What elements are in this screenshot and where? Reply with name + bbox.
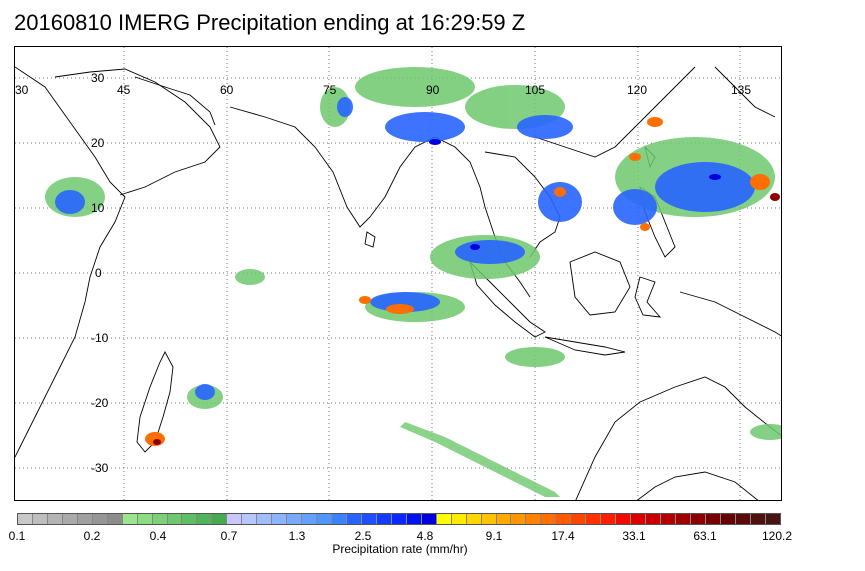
colorbar-swatch <box>332 514 347 524</box>
lon-label-90: 90 <box>426 83 440 97</box>
colorbar-tick-label: 120.2 <box>761 529 793 543</box>
precipitation-field <box>45 67 781 497</box>
colorbar-swatch <box>705 514 721 524</box>
precipitation-map: 30 45 60 75 90 105 120 135 30 20 10 0 -1… <box>14 46 782 501</box>
lon-label-60: 60 <box>220 83 234 97</box>
colorbar-swatch <box>675 514 691 524</box>
colorbar-swatch <box>182 514 198 524</box>
colorbar-swatch <box>287 514 303 524</box>
colorbar-ticks: 0.1 0.2 0.4 0.7 1.3 2.5 4.8 9.1 17.4 33.1 63.1 120.… <box>9 529 792 543</box>
colorbar-swatch <box>361 514 377 524</box>
colorbar-swatch <box>376 514 392 524</box>
colorbar-swatch <box>481 514 497 524</box>
colorbar-swatch <box>272 514 288 524</box>
colorbar-swatch <box>735 514 751 524</box>
colorbar-swatch <box>451 514 467 524</box>
colorbar-tick-label: 2.5 <box>354 529 372 543</box>
colorbar-swatch <box>496 514 512 524</box>
colorbar-swatch <box>690 514 706 524</box>
colorbar-swatch <box>47 514 63 524</box>
colorbar-swatch <box>242 514 258 524</box>
colorbar-swatch <box>107 514 123 524</box>
colorbar-swatch <box>92 514 108 524</box>
lon-label-75: 75 <box>323 83 337 97</box>
colorbar-swatch <box>526 514 542 524</box>
lat-label-minus20: -20 <box>91 396 109 410</box>
colorbar-swatch <box>586 514 602 524</box>
colorbar-swatch <box>466 514 482 524</box>
lon-label-30: 30 <box>15 83 29 97</box>
colorbar-swatch <box>137 514 153 524</box>
colorbar-swatch <box>257 514 273 524</box>
lat-label-30: 30 <box>91 71 105 85</box>
colorbar-swatch <box>197 514 213 524</box>
colorbar-swatch <box>750 514 766 524</box>
colorbar-swatch <box>601 514 617 524</box>
colorbar-tick-label: 0.7 <box>220 529 238 543</box>
colorbar-tick-label: 0.4 <box>149 529 167 543</box>
colorbar-swatch <box>77 514 93 524</box>
colorbar-unit-label: Precipitation rate (mm/hr) <box>332 542 468 556</box>
colorbar-swatch <box>616 514 632 524</box>
colorbar-tick-label: 33.1 <box>622 529 646 543</box>
colorbar-tick-label: 63.1 <box>693 529 717 543</box>
colorbar-tick-label: 0.2 <box>83 529 101 543</box>
colorbar-tick-label: 0.1 <box>8 529 26 543</box>
colorbar-swatch <box>720 514 736 524</box>
colorbar-swatch <box>765 514 780 524</box>
lat-label-20: 20 <box>91 136 105 150</box>
colorbar-swatch <box>571 514 587 524</box>
colorbar-swatch <box>212 514 228 524</box>
colorbar-swatch <box>227 514 243 524</box>
graticule <box>15 47 781 500</box>
colorbar-swatch <box>122 514 138 524</box>
colorbar-swatch <box>317 514 333 524</box>
colorbar-tick-label: 4.8 <box>416 529 434 543</box>
lat-label-minus30: -30 <box>91 461 109 475</box>
colorbar-tick-label: 17.4 <box>551 529 575 543</box>
lat-label-minus10: -10 <box>91 331 109 345</box>
lon-label-120: 120 <box>627 83 648 97</box>
colorbar-tick-label: 9.1 <box>485 529 503 543</box>
colorbar-swatch <box>302 514 318 524</box>
colorbar-swatch <box>421 514 437 524</box>
lon-label-105: 105 <box>525 83 546 97</box>
colorbar-swatch <box>18 514 33 524</box>
lat-label-10: 10 <box>91 201 105 215</box>
colorbar-swatch <box>167 514 183 524</box>
lat-label-0: 0 <box>95 266 102 280</box>
map-title: 20160810 IMERG Precipitation ending at 1… <box>14 10 526 35</box>
colorbar-swatch <box>391 514 407 524</box>
colorbar-swatch <box>406 514 422 524</box>
lon-label-45: 45 <box>117 83 131 97</box>
colorbar-swatch <box>62 514 78 524</box>
colorbar-swatch <box>436 514 452 524</box>
map-canvas <box>15 47 781 500</box>
colorbar-swatch <box>541 514 557 524</box>
colorbar-swatch <box>660 514 676 524</box>
colorbar-swatch <box>32 514 48 524</box>
colorbar-swatch <box>346 514 362 524</box>
colorbar-swatch <box>646 514 661 524</box>
colorbar-swatch <box>631 514 647 524</box>
lon-label-135: 135 <box>731 83 752 97</box>
colorbar-swatch <box>511 514 527 524</box>
colorbar-tick-label: 1.3 <box>288 529 306 543</box>
colorbar-swatch <box>556 514 572 524</box>
colorbar-swatch <box>152 514 168 524</box>
precipitation-colorbar <box>17 513 781 525</box>
